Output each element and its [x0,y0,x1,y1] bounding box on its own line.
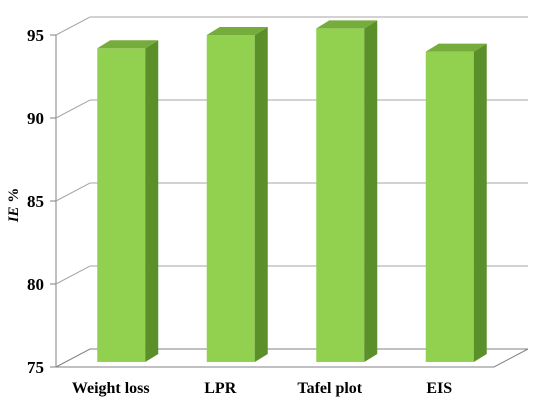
gridline [55,16,528,36]
bar-front [425,51,474,362]
bar-front [316,28,365,363]
bar-side [364,20,378,363]
bar-tafel-plot [316,20,378,363]
bar-lpr [206,26,268,362]
x-axis-line [56,348,529,368]
y-tick-label: 90 [27,109,44,128]
bar-top [97,40,159,49]
bar-front [206,34,255,362]
bar-top [316,20,378,29]
y-axis-title-italic: IE [6,206,22,223]
y-tick-label: 80 [27,275,44,294]
y-axis-title-rest: % [6,188,22,207]
bar-top [206,26,268,35]
y-axis-ticks: 75 80 85 90 95 [27,26,56,377]
gridline [55,182,528,202]
gridline [55,348,528,368]
y-tick-label: 75 [27,358,44,377]
gridline [55,265,528,285]
gridline [55,99,528,119]
chart-gridlines [55,16,529,368]
bar-side [473,43,487,362]
x-tick-label: LPR [204,380,236,397]
y-tick-label: 95 [27,26,44,45]
x-axis-labels: Weight loss LPR Tafel plot EIS [72,380,452,397]
chart-bars [97,20,487,363]
x-tick-label: Tafel plot [297,380,362,397]
y-axis-title: IE % [6,188,22,224]
bar-weight-loss [97,40,159,362]
bar-side [145,40,159,362]
bar-eis [425,43,487,362]
x-tick-label: Weight loss [72,380,150,397]
bar-top [425,43,487,52]
y-tick-label: 85 [27,192,44,211]
bar-front [97,48,146,362]
x-tick-label: EIS [426,380,452,397]
bar-side [254,26,268,362]
